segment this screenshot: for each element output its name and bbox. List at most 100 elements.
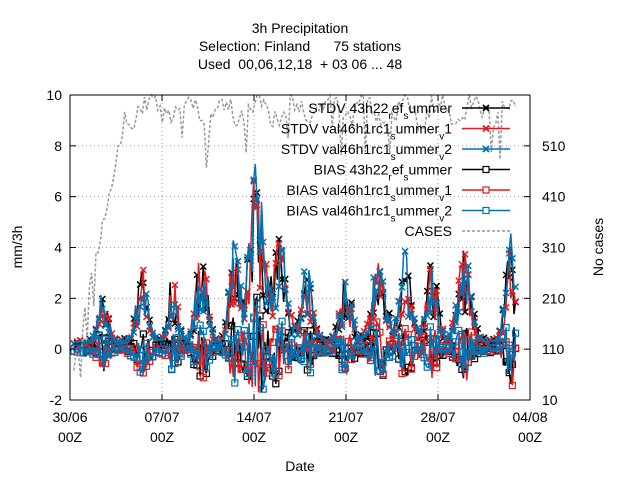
legend-text-part: s: [391, 213, 396, 224]
data-point: [146, 322, 154, 331]
data-point: [187, 332, 195, 340]
data-point: [388, 352, 397, 360]
title-line-3: Used 00,06,12,18 + 03 06 ... 48: [198, 56, 403, 72]
legend-text-part: 1: [444, 121, 452, 137]
data-point: [395, 329, 403, 337]
data-point: [237, 343, 245, 351]
data-point: [253, 293, 261, 301]
data-point: [385, 316, 393, 324]
data-point: [407, 302, 415, 310]
legend-entry: STDV val46h1rc1summerv1: [281, 121, 510, 142]
data-point: [281, 344, 289, 353]
data-point: [95, 315, 103, 323]
data-point: [199, 327, 207, 335]
data-point: [325, 338, 333, 346]
legend-text-part: v: [439, 213, 444, 224]
data-point: [253, 195, 261, 203]
data-point: [259, 385, 267, 393]
data-point: [341, 278, 349, 286]
y2-tick-label: 110: [542, 341, 565, 357]
data-point: [392, 314, 400, 322]
data-point: [351, 338, 359, 346]
data-point: [101, 335, 110, 343]
data-point: [316, 332, 324, 340]
data-point: [461, 250, 469, 258]
legend-text-part: v: [439, 152, 444, 163]
legend-text-part: s: [391, 131, 396, 142]
data-point: [152, 333, 160, 341]
data-point: [139, 294, 147, 302]
data-point: [502, 289, 510, 297]
data-point: [508, 254, 516, 262]
y2-axis-label: No cases: [590, 218, 606, 276]
data-point: [183, 341, 192, 350]
y2-tick-label: 210: [542, 290, 566, 306]
data-point: [499, 305, 507, 313]
data-point: [420, 354, 428, 362]
legend-marker: [482, 104, 490, 112]
data-point: [417, 327, 425, 335]
series-5: [70, 300, 520, 393]
legend-text-part: BIAS val46h1rc1: [286, 182, 390, 198]
y-tick-label: 2: [54, 290, 62, 306]
title-line-2: Selection: Finland 75 stations: [199, 38, 401, 54]
data-point: [370, 342, 378, 350]
data-point: [423, 363, 431, 371]
x-tick-date: 28/07: [420, 409, 455, 425]
data-point: [505, 246, 513, 254]
data-point: [376, 367, 384, 375]
legend-entry: BIAS val46h1rc1summerv2: [286, 203, 510, 224]
legend-entry: BIAS 43h22refsummer: [314, 162, 510, 183]
data-point: [272, 304, 280, 312]
data-point: [300, 329, 308, 337]
data-point: [284, 357, 293, 365]
data-point: [300, 268, 308, 276]
data-point: [231, 379, 239, 387]
data-point: [398, 369, 406, 378]
data-point: [265, 284, 274, 292]
data-point: [221, 329, 229, 338]
y-tick-label: 8: [54, 138, 62, 154]
y2-tick-label: 310: [542, 240, 566, 256]
data-point: [461, 363, 469, 372]
x-tick-hour: 00Z: [426, 429, 451, 445]
x-tick-hour: 00Z: [242, 429, 267, 445]
data-point: [401, 247, 409, 255]
data-point: [455, 326, 463, 335]
legend-text-part: r: [388, 172, 392, 183]
y2-tick-label: 410: [542, 189, 566, 205]
data-point: [224, 288, 233, 296]
data-point: [470, 340, 479, 348]
data-point: [237, 282, 245, 290]
data-point: [228, 335, 236, 343]
data-point: [284, 365, 293, 374]
data-point: [161, 327, 169, 335]
data-point: [256, 284, 264, 292]
legend-text-part: ummer: [396, 121, 440, 137]
data-point: [240, 309, 248, 317]
data-point: [335, 312, 343, 320]
data-point: [205, 356, 214, 364]
data-point: [373, 318, 381, 326]
data-point: [224, 353, 233, 361]
data-point: [136, 303, 144, 311]
data-point: [467, 328, 475, 336]
legend-entry: STDV 43h22refsummer: [308, 100, 510, 122]
y2-tick-label: 10: [542, 392, 558, 408]
data-point: [376, 268, 384, 276]
x-tick-hour: 00Z: [334, 429, 359, 445]
data-point: [133, 354, 141, 362]
data-point: [433, 363, 441, 372]
data-point: [426, 323, 434, 331]
data-point: [360, 343, 368, 351]
data-point: [284, 300, 292, 308]
legend-label: CASES: [405, 223, 452, 239]
data-point: [269, 290, 277, 298]
data-point: [347, 299, 356, 307]
legend-text-part: BIAS val46h1rc1: [286, 203, 390, 219]
data-point: [212, 335, 220, 343]
data-point: [398, 283, 406, 291]
chart-title: 3h Precipitation Selection: Finland 75 s…: [198, 20, 403, 72]
data-point: [433, 335, 441, 343]
